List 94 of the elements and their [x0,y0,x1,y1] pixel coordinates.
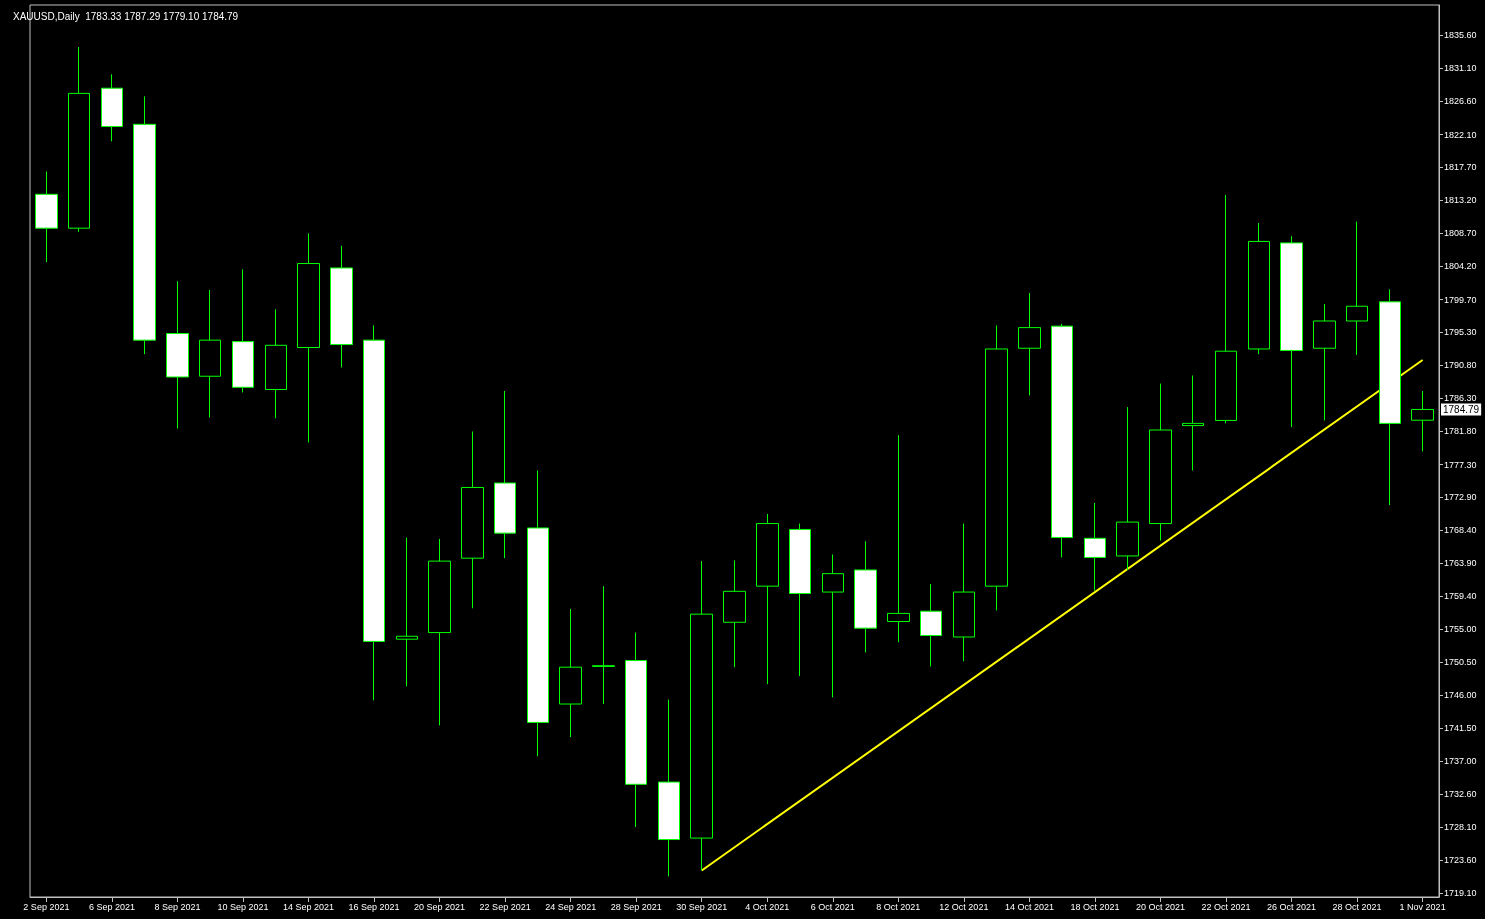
y-tick-label: 1750.50 [1444,657,1477,668]
candlestick [1182,375,1204,472]
x-tick-label: 20 Sep 2021 [414,901,466,912]
y-tick-label: 1826.60 [1444,96,1477,107]
x-tick-label: 26 Oct 2021 [1267,901,1317,912]
candlestick [1116,406,1139,571]
candlestick [1248,222,1270,355]
candlestick [953,523,975,662]
x-tick-label: 8 Sep 2021 [154,901,201,912]
y-tick-label: 1817.70 [1444,162,1477,173]
y-tick-label: 1746.00 [1444,690,1477,701]
y-tick-label: 1723.60 [1444,855,1477,866]
y-tick-label: 1777.30 [1444,459,1477,470]
y-tick-label: 1822.10 [1444,129,1477,140]
candlestick [199,289,221,418]
candlestick [1346,221,1368,356]
y-tick-label: 1781.80 [1444,426,1477,437]
candlestick [232,268,254,393]
x-tick-label: 1 Nov 2021 [1399,901,1446,912]
candlestick [789,523,811,677]
x-tick-label: 28 Sep 2021 [610,901,662,912]
text: XAUUSD,Daily 1783.33 1787.29 1779.10 1784.79 [13,10,239,22]
candlestick [1215,194,1237,424]
candlestick [1313,303,1336,421]
x-tick-label: 24 Sep 2021 [545,901,597,912]
candlestick [854,540,877,653]
y-tick-label: 1808.70 [1444,228,1477,239]
candlestick [1084,502,1106,592]
candlestick [68,46,90,233]
y-tick-label: 1835.60 [1444,30,1477,41]
candlestick [428,538,451,726]
candlestick [1280,235,1303,428]
y-tick-label: 1813.20 [1444,195,1477,206]
y-tick-label: 1728.10 [1444,822,1477,833]
candlestick [559,608,582,738]
candlestick [1018,292,1041,396]
candlestick [756,513,779,685]
y-tick-label: 1799.70 [1444,294,1477,305]
y-tick-label: 1763.90 [1444,558,1477,569]
candlestick [166,280,189,430]
y-tick-label: 1759.40 [1444,591,1477,602]
y-tick-label: 1741.50 [1444,723,1477,734]
x-tick-label: 20 Oct 2021 [1135,901,1185,912]
x-tick-label: 18 Oct 2021 [1070,901,1120,912]
x-tick-label: 22 Oct 2021 [1201,901,1251,912]
candlestick [527,470,549,757]
candlestick [363,324,385,701]
candlestick [625,632,647,828]
candlestick [396,537,418,687]
y-tick-label: 1772.90 [1444,492,1477,503]
x-tick-label: 6 Sep 2021 [88,901,135,912]
x-tick-label: 4 Oct 2021 [745,901,790,912]
candlestick [35,170,58,263]
x-tick-label: 2 Sep 2021 [23,901,70,912]
x-tick-label: 16 Sep 2021 [348,901,400,912]
x-tick-label: 30 Sep 2021 [676,901,728,912]
candlestick [265,308,287,419]
y-tick-label: 1755.00 [1444,623,1477,634]
y-tick-label: 1795.30 [1444,327,1477,338]
x-tick-label: 12 Oct 2021 [939,901,989,912]
candlestick [297,232,320,444]
candlestick [1149,383,1172,541]
candlestick [920,583,942,667]
candlestick [822,553,844,698]
candlestick [494,390,516,559]
x-tick-label: 14 Sep 2021 [283,901,335,912]
y-tick-label: 1790.80 [1444,360,1477,371]
x-tick-label: 14 Oct 2021 [1004,901,1054,912]
candlestick [1411,390,1434,452]
candlestick [658,699,680,877]
y-tick-label: 1732.60 [1444,788,1477,799]
x-tick-label: 28 Oct 2021 [1332,901,1382,912]
x-tick-label: 8 Oct 2021 [876,901,921,912]
x-tick-label: 6 Oct 2021 [810,901,855,912]
y-tick-label: 1804.20 [1444,261,1477,272]
candlestick [690,560,713,871]
x-tick-label: 10 Sep 2021 [217,901,269,912]
candlestick [101,73,123,142]
text: 1784.79 [1443,403,1480,415]
y-tick-label: 1737.00 [1444,756,1477,767]
y-tick-label: 1768.40 [1444,525,1477,536]
y-tick-label: 1786.30 [1444,393,1477,404]
candlestick [330,245,353,368]
candlestick [461,430,484,609]
candlestick [985,324,1008,611]
candlestick [133,95,156,355]
candlestick [887,434,910,643]
candlestick [1051,323,1073,558]
candlestick [723,559,746,668]
candlestick [592,585,615,705]
x-tick-label: 22 Sep 2021 [479,901,531,912]
candlestick [1379,288,1401,506]
y-tick-label: 1831.10 [1444,63,1477,74]
y-tick-label: 1719.10 [1444,888,1477,899]
